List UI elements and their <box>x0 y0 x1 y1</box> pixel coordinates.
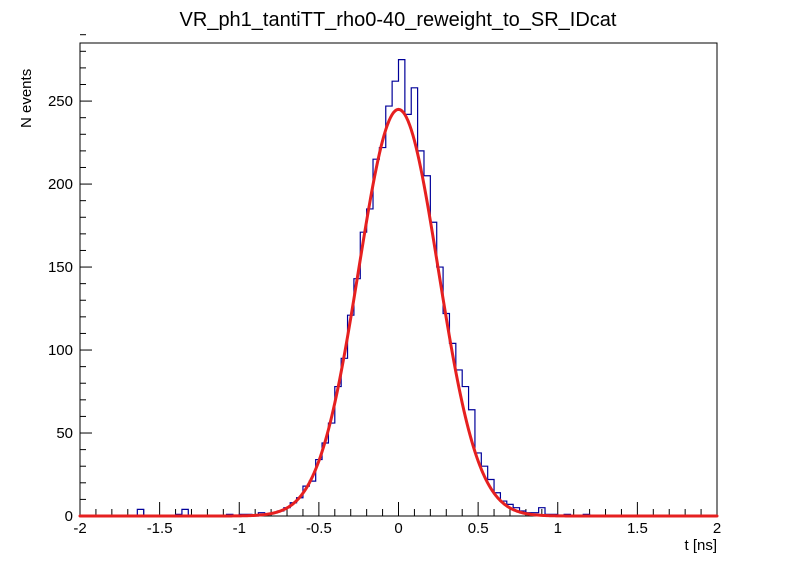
svg-text:1.5: 1.5 <box>627 520 648 537</box>
y-axis-ticks <box>80 34 92 517</box>
svg-text:-1: -1 <box>233 520 246 537</box>
svg-text:2: 2 <box>713 520 721 537</box>
x-axis-label: t [ns] <box>684 537 717 554</box>
svg-text:0.5: 0.5 <box>468 520 489 537</box>
chart-title: VR_ph1_tantiTT_rho0-40_reweight_to_SR_ID… <box>179 9 617 31</box>
svg-text:-2: -2 <box>73 520 86 537</box>
svg-text:250: 250 <box>48 93 73 110</box>
y-axis-tick-labels: 0 50 100 150 200 250 <box>48 93 73 525</box>
svg-text:150: 150 <box>48 259 73 276</box>
svg-text:0: 0 <box>394 520 402 537</box>
x-axis-tick-labels: -2 -1.5 -1 -0.5 0 0.5 1 1.5 2 <box>73 520 721 537</box>
svg-text:0: 0 <box>65 508 73 525</box>
svg-text:50: 50 <box>56 425 73 442</box>
fit-curve <box>78 107 719 518</box>
svg-text:1: 1 <box>554 520 562 537</box>
plot-frame <box>79 42 718 517</box>
svg-text:200: 200 <box>48 176 73 193</box>
svg-text:-1.5: -1.5 <box>147 520 173 537</box>
histogram-line <box>80 59 717 517</box>
svg-text:100: 100 <box>48 342 73 359</box>
svg-text:-0.5: -0.5 <box>306 520 332 537</box>
